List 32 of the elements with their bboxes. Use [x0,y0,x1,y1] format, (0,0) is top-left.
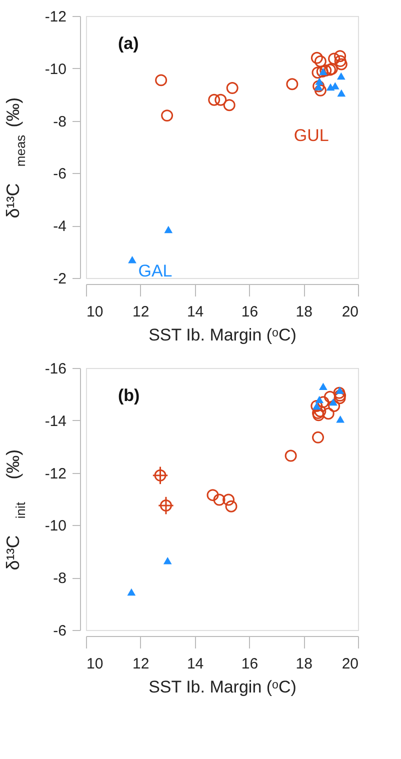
x-tick-label: 16 [241,656,258,672]
y-tick-label: -6 [53,166,66,183]
x-tick-label: 18 [296,656,312,672]
x-tick-label: 12 [132,304,150,320]
annotation: (a) [118,34,139,53]
x-tick-label: 20 [342,304,358,320]
series-label: GAL [138,262,172,281]
x-tick-label: 18 [296,304,312,320]
x-tick-label: 14 [186,304,204,320]
y-tick-label: -12 [44,8,66,26]
y-tick-label: -8 [53,570,66,588]
x-tick-label: 10 [86,656,104,672]
x-tick-label: 20 [342,656,358,672]
y-tick-label: -2 [53,270,66,288]
x-tick-label: 10 [86,304,104,320]
text: δ¹³Cinit (‰) [3,449,28,570]
y-tick-label: -16 [44,360,66,378]
x-tick-label: 14 [186,656,204,672]
x-tick-label: 16 [241,304,258,320]
y-tick-label: -12 [44,465,66,482]
y-tick-label: -10 [44,518,66,535]
y-tick-label: -4 [53,218,66,236]
x-tick-label: 12 [132,656,150,672]
y-axis-title: δ¹³Cmeas (‰) [3,97,28,218]
y-tick-label: -8 [53,113,66,130]
y-tick-label: -6 [53,622,66,640]
y-tick-label: -10 [44,60,66,78]
x-axis-title: SST Ib. Margin (ᵒC) [148,678,296,696]
annotation: (b) [118,386,140,405]
series-label: GUL [294,126,329,146]
x-axis-title: SST Ib. Margin (ᵒC) [148,326,296,344]
y-tick-label: -14 [44,412,66,430]
